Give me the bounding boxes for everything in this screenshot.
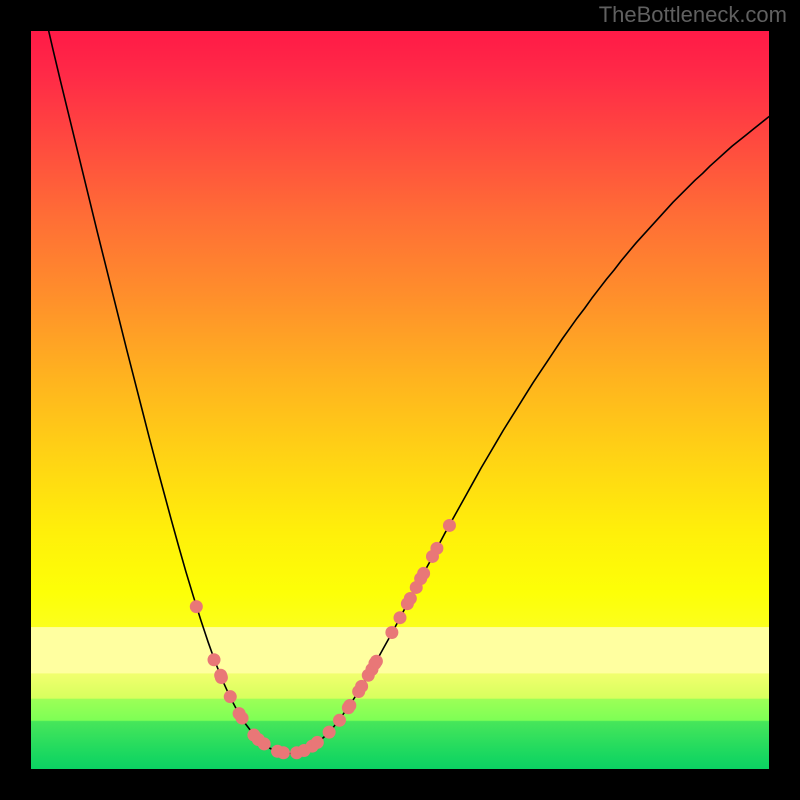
background-gradient: [31, 31, 769, 769]
curve-marker: [277, 746, 290, 759]
curve-marker: [323, 726, 336, 739]
curve-marker: [258, 737, 271, 750]
chart-frame: TheBottleneck.com: [0, 0, 800, 800]
curve-marker: [385, 626, 398, 639]
curve-marker: [417, 567, 430, 580]
curve-marker: [333, 714, 346, 727]
curve-marker: [343, 699, 356, 712]
curve-marker: [190, 600, 203, 613]
curve-marker: [394, 611, 407, 624]
curve-marker: [404, 592, 417, 605]
curve-marker: [443, 519, 456, 532]
curve-marker: [236, 712, 249, 725]
curve-marker: [208, 653, 221, 666]
curve-marker: [215, 671, 228, 684]
curve-marker: [430, 542, 443, 555]
curve-marker: [355, 680, 368, 693]
watermark-text: TheBottleneck.com: [599, 2, 787, 28]
curve-marker: [370, 655, 383, 668]
plot-area: [31, 31, 769, 769]
curve-marker: [224, 690, 237, 703]
curve-marker: [311, 736, 324, 749]
chart-svg: [31, 31, 769, 769]
